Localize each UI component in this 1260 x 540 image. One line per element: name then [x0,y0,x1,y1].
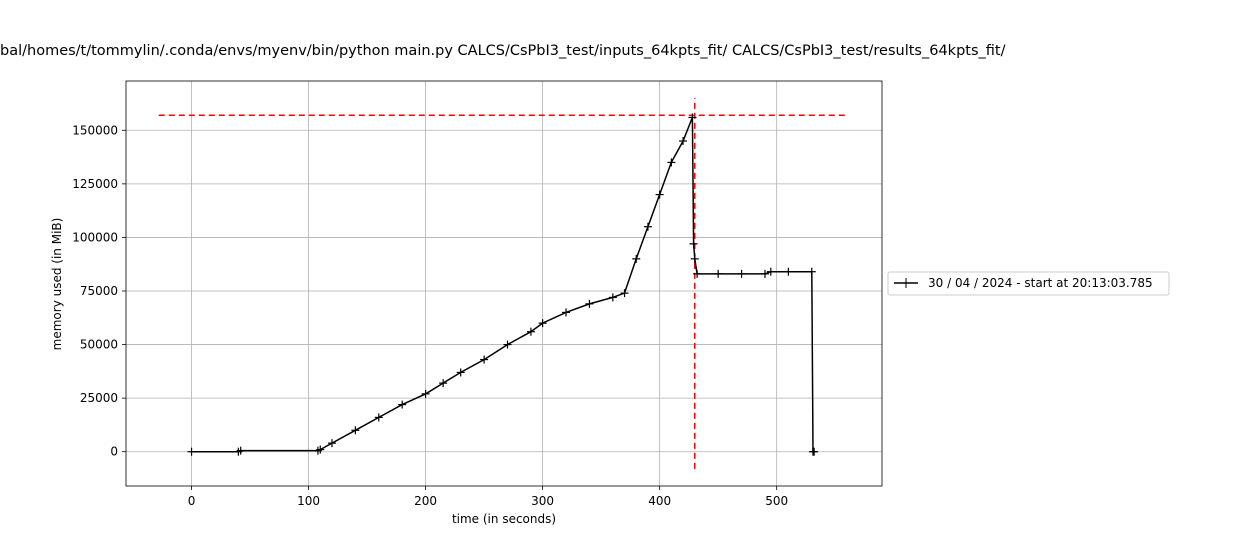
y-tick-label: 0 [110,445,118,459]
data-point [316,445,325,454]
data-point [688,113,697,122]
y-tick-label: 25000 [80,391,118,405]
data-point [689,239,698,248]
data-point [766,267,775,276]
x-tick-label: 0 [188,494,196,508]
reference-lines [158,98,847,469]
plot-area: 0 100 200 300 400 500 0 25000 50000 75000 100000 12… [72,80,883,508]
data-point [784,267,793,276]
x-tick-label: 500 [765,494,788,508]
data-point [327,439,336,448]
legend-label: 30 / 04 / 2024 - start at 20:13:03.785 [928,276,1153,290]
data-point [810,447,819,456]
data-point [608,293,617,302]
x-tick-label: 100 [297,494,320,508]
data-point [655,190,664,199]
data-point [526,327,535,336]
data-point [562,308,571,317]
data-point [538,319,547,328]
data-point [456,368,465,377]
data-point [398,400,407,409]
y-tick-label: 125000 [72,177,118,191]
data-point [503,340,512,349]
grid-lines [126,81,882,486]
series-layer [187,113,819,456]
data-point [807,267,816,276]
x-tick-label: 200 [414,494,437,508]
data-point [632,254,641,263]
y-tick-label: 50000 [80,338,118,352]
x-tick-label: 400 [648,494,671,508]
y-tick-label: 100000 [72,230,118,244]
data-point [679,137,688,145]
plot-background [126,81,882,486]
y-tick-label: 75000 [80,284,118,298]
data-point [693,269,702,278]
data-point [374,413,383,422]
data-point [187,447,196,456]
data-point [480,355,489,364]
y-axis-label: memory used (in MiB) [50,218,64,351]
data-point [667,158,676,167]
legend-box [887,271,1170,296]
axis-ticks: 0 100 200 300 400 500 0 25000 50000 75000 100000 12… [72,123,788,508]
plot-frame [125,80,883,487]
y-tick-label: 150000 [72,123,118,137]
data-point [760,269,769,278]
data-point [714,269,723,278]
data-point [620,289,629,298]
data-point [643,222,652,231]
x-tick-label: 300 [531,494,554,508]
legend: 30 / 04 / 2024 - start at 20:13:03.785 [887,271,1170,296]
chart-title: bal/homes/t/tommylin/.conda/envs/myenv/b… [0,43,1006,59]
data-point [737,269,746,278]
data-point [236,446,245,455]
data-point [585,299,594,308]
data-point [351,426,360,435]
data-point [439,379,448,388]
x-axis-label: time (in seconds) [452,512,556,526]
data-point [421,389,430,398]
data-point [690,254,699,263]
